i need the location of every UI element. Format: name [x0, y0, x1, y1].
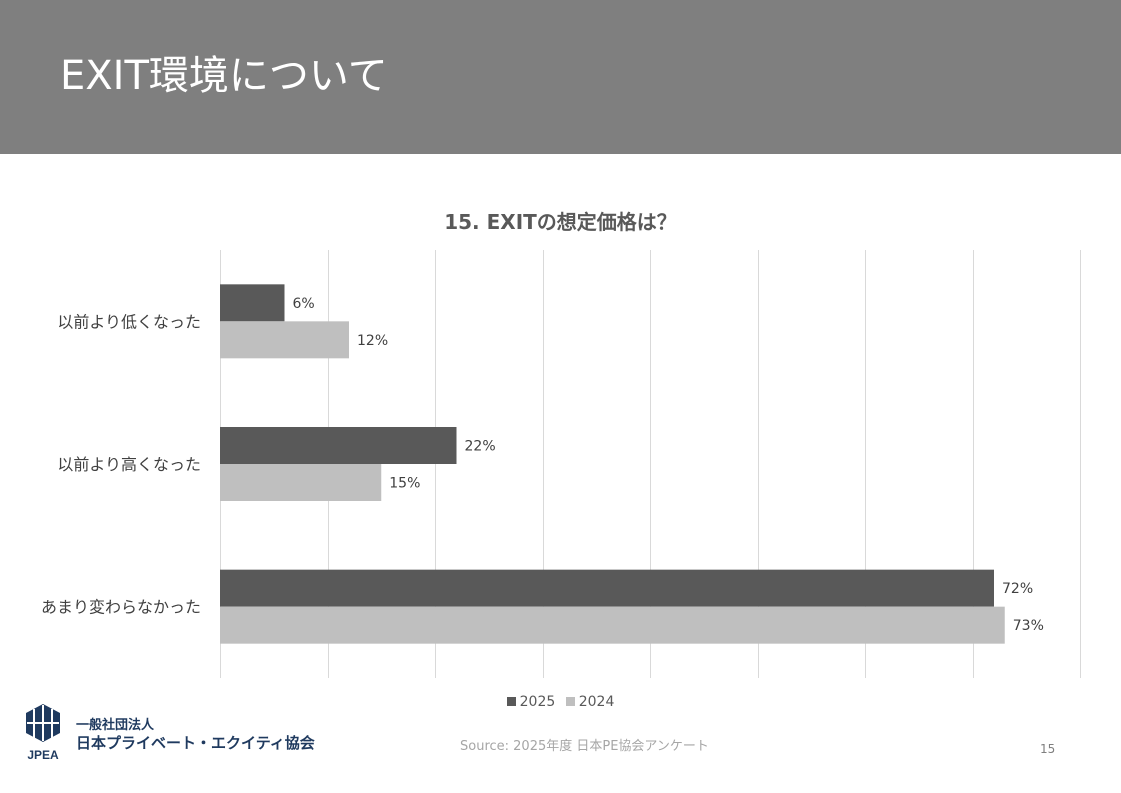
legend-swatch-2024 [565, 697, 575, 706]
data-label-2025: 22% [465, 439, 496, 455]
bar-2024 [220, 464, 382, 501]
category-label: 以前より低くなった [57, 312, 201, 331]
category-label: 以前より高くなった [57, 455, 201, 474]
logo-text: JPEA [27, 748, 59, 762]
chart-title: 15. EXITの想定価格は？ [444, 210, 677, 234]
bar-2025 [220, 569, 994, 607]
data-label-2024: 73% [1013, 618, 1044, 634]
bar-2025 [220, 284, 285, 322]
data-label-2024: 15% [389, 476, 420, 492]
bar-2024 [220, 321, 349, 359]
legend-item-2025: 2025 [506, 694, 556, 710]
legend-label-2024: 2024 [578, 694, 615, 710]
bar-2024 [220, 606, 1005, 644]
legend-item-2024: 2024 [565, 694, 615, 710]
jpea-logo-icon: JPEA [26, 704, 60, 762]
category-label: あまり変わらなかった [41, 598, 201, 617]
bar-2025 [220, 427, 457, 464]
legend-swatch-2025 [506, 697, 516, 706]
org-type: 一般社団法人 [76, 718, 155, 733]
legend-label-2025: 2025 [519, 694, 556, 710]
data-label-2025: 6% [293, 296, 315, 312]
source-note: Source: 2025年度 日本PE協会アンケート [460, 739, 709, 754]
data-label-2025: 72% [1002, 581, 1033, 597]
org-name: 日本プライベート・エクイティ協会 [76, 734, 315, 752]
page-number: 15 [1040, 742, 1056, 756]
chart-legend: 2025 2024 [0, 694, 1121, 710]
slide-header: EXIT環境について [0, 0, 1121, 154]
slide-title: EXIT環境について [60, 53, 388, 99]
data-label-2024: 12% [357, 333, 388, 349]
